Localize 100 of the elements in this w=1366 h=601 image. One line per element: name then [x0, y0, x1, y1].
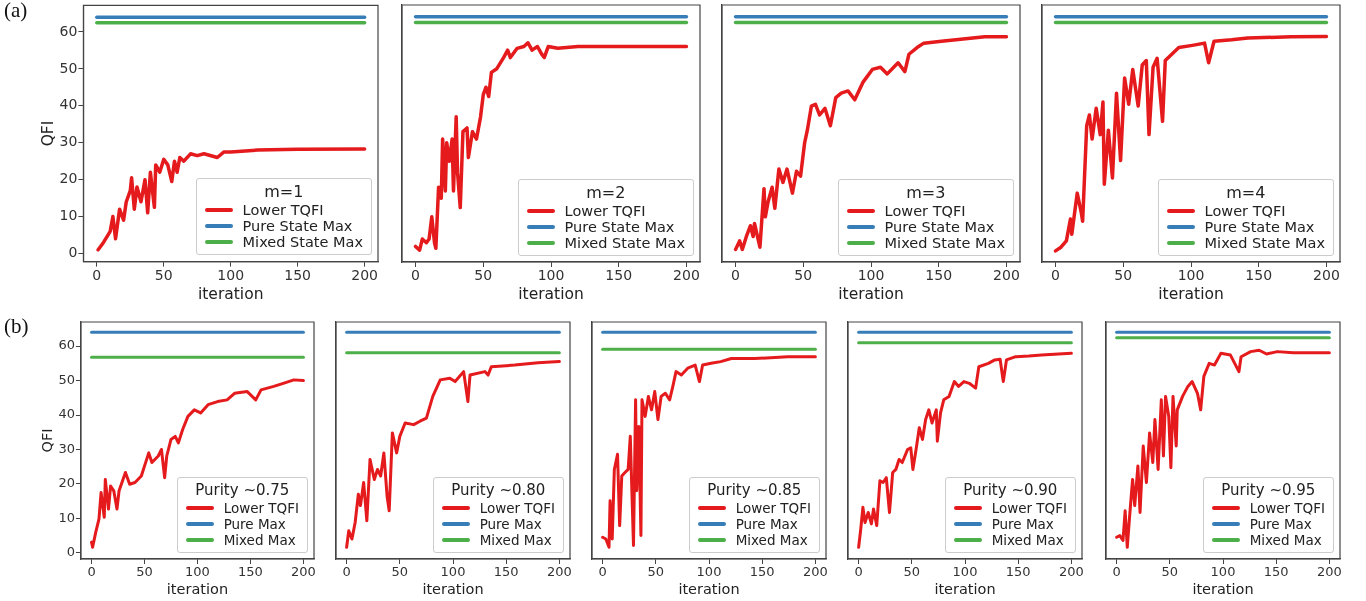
- x-axis-title: iteration: [1158, 285, 1224, 304]
- legend-title: Purity ~0.75: [194, 481, 291, 499]
- x-tick-label: 150: [1263, 564, 1289, 580]
- legend-label: Mixed State Max: [564, 235, 685, 251]
- x-tick-label: 200: [802, 564, 828, 580]
- y-tick-label: 30: [59, 132, 78, 149]
- x-tick-label: 50: [391, 564, 409, 580]
- x-tick-label: 100: [696, 564, 722, 580]
- legend-title: Purity ~0.90: [962, 481, 1059, 499]
- x-axis-title: iteration: [838, 285, 904, 304]
- x-axis-title: iteration: [197, 284, 264, 303]
- legend-label: Lower TQFI: [991, 500, 1067, 516]
- x-tick-label: 200: [1313, 267, 1340, 284]
- legend-title: m=4: [1225, 183, 1267, 202]
- x-tick-label: 50: [1161, 564, 1179, 580]
- legend-label: Lower TQFI: [564, 203, 646, 219]
- y-tick-label: 60: [58, 337, 75, 353]
- x-tick-label: 50: [136, 564, 153, 580]
- y-tick-label: 10: [58, 509, 75, 525]
- legend-label: Mixed Max: [479, 532, 552, 548]
- y-tick-label: 40: [59, 96, 78, 113]
- x-tick-label: 0: [854, 564, 863, 580]
- legend-label: Mixed Max: [991, 532, 1064, 548]
- x-axis-title: iteration: [1192, 581, 1254, 598]
- x-tick-label: 200: [673, 267, 700, 284]
- legend-label: Lower TQFI: [1249, 500, 1325, 516]
- x-tick-label: 0: [1051, 267, 1061, 284]
- legend-label: Mixed State Max: [1204, 235, 1325, 251]
- x-tick-label: 100: [537, 267, 565, 284]
- legend-title: Purity ~0.80: [450, 481, 547, 499]
- x-axis-title: iteration: [934, 581, 996, 598]
- x-tick-label: 150: [605, 267, 633, 284]
- legend-label: Lower TQFI: [479, 500, 555, 516]
- y-axis-title: QFI: [39, 120, 58, 146]
- y-tick-label: 60: [59, 22, 78, 39]
- legend-label: Mixed Max: [223, 532, 296, 548]
- legend-label: Pure State Max: [1204, 219, 1315, 235]
- legend-label: Pure Max: [1249, 516, 1312, 532]
- x-tick-label: 0: [598, 564, 607, 580]
- x-tick-label: 100: [217, 266, 245, 283]
- x-tick-label: 100: [857, 267, 885, 284]
- y-tick-label: 20: [59, 169, 78, 186]
- x-tick-label: 50: [1114, 267, 1133, 284]
- legend-label: Mixed Max: [1249, 532, 1322, 548]
- x-tick-label: 200: [993, 267, 1020, 284]
- legend-label: Pure Max: [479, 516, 542, 532]
- legend-title: m=1: [263, 182, 305, 202]
- x-tick-label: 0: [342, 564, 351, 580]
- x-axis-title: iteration: [678, 581, 740, 598]
- x-tick-label: 0: [1112, 564, 1121, 580]
- legend-label: Lower TQFI: [242, 202, 324, 219]
- x-tick-label: 100: [440, 564, 466, 580]
- x-tick-label: 200: [1316, 564, 1342, 580]
- y-tick-label: 20: [58, 475, 75, 491]
- x-tick-label: 100: [185, 564, 210, 580]
- y-tick-label: 50: [59, 59, 78, 76]
- legend-label: Lower TQFI: [223, 500, 299, 516]
- legend-label: Lower TQFI: [884, 203, 966, 219]
- text: (a): [4, 0, 28, 23]
- x-tick-label: 50: [794, 267, 813, 284]
- legend-label: Pure State Max: [884, 219, 995, 235]
- legend-title: Purity ~0.85: [706, 481, 803, 499]
- legend-title: m=3: [905, 183, 947, 202]
- y-tick-label: 0: [68, 243, 78, 260]
- legend-title: Purity ~0.95: [1220, 481, 1317, 499]
- legend-label: Pure Max: [991, 516, 1054, 532]
- x-axis-title: iteration: [518, 285, 584, 304]
- legend-label: Pure Max: [735, 516, 798, 532]
- x-tick-label: 150: [284, 266, 312, 283]
- y-axis-title: QFI: [39, 428, 56, 453]
- x-tick-label: 200: [1058, 564, 1084, 580]
- x-tick-label: 200: [290, 564, 316, 580]
- legend-label: Mixed State Max: [884, 235, 1005, 251]
- x-tick-label: 150: [1245, 267, 1273, 284]
- x-tick-label: 0: [411, 267, 421, 284]
- y-tick-label: 30: [58, 440, 75, 456]
- legend-label: Pure State Max: [564, 219, 675, 235]
- x-tick-label: 150: [493, 564, 519, 580]
- text: (b): [4, 314, 29, 339]
- x-tick-label: 0: [92, 266, 102, 283]
- y-tick-label: 40: [58, 406, 75, 422]
- x-tick-label: 150: [1005, 564, 1031, 580]
- x-axis-title: iteration: [166, 581, 229, 598]
- x-tick-label: 150: [925, 267, 953, 284]
- x-tick-label: 100: [952, 564, 978, 580]
- x-tick-label: 50: [647, 564, 665, 580]
- x-tick-label: 0: [87, 564, 96, 580]
- x-tick-label: 50: [154, 266, 173, 283]
- y-tick-label: 0: [66, 544, 75, 560]
- x-tick-label: 100: [1177, 267, 1205, 284]
- y-tick-label: 50: [58, 371, 75, 387]
- x-tick-label: 150: [749, 564, 775, 580]
- x-tick-label: 200: [351, 266, 378, 283]
- legend-label: Lower TQFI: [1204, 203, 1286, 219]
- legend-title: m=2: [585, 183, 627, 202]
- x-tick-label: 100: [1210, 564, 1236, 580]
- x-tick-label: 50: [903, 564, 921, 580]
- x-tick-label: 200: [546, 564, 572, 580]
- x-tick-label: 150: [238, 564, 263, 580]
- x-tick-label: 0: [731, 267, 741, 284]
